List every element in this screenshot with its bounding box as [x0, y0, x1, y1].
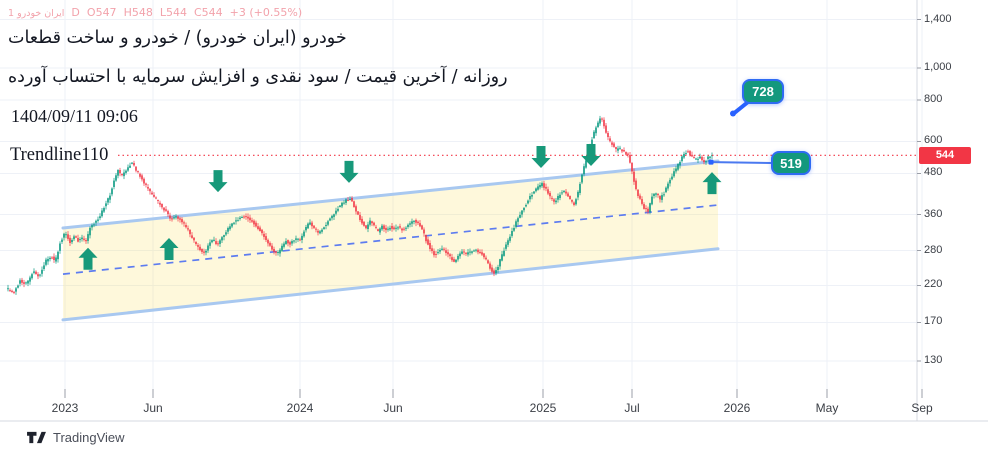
arrow-markers-layer[interactable] [78, 144, 722, 270]
high-value: H548 [123, 6, 153, 19]
down-arrow-marker[interactable] [339, 160, 359, 183]
price-axis-label: 170 [924, 315, 943, 328]
callout-connectors [708, 100, 772, 165]
price-note-519-label: 519 [780, 155, 802, 171]
brand-name: TradingView [53, 430, 125, 445]
price-note-728[interactable]: 728 [742, 79, 784, 104]
tradingview-watermark[interactable]: TradingView [26, 429, 125, 446]
callout-anchor-handle [708, 159, 714, 165]
axes-borders [0, 0, 988, 422]
time-axis-label: May [815, 401, 839, 415]
down-arrow-marker[interactable] [208, 170, 228, 193]
change-value: +3 (+0.55%) [229, 6, 303, 19]
time-axis-label: Jun [383, 401, 403, 415]
down-arrow-marker[interactable] [581, 144, 601, 166]
channel-lower-line [61, 247, 720, 322]
symbol-title: خودرو (ایران خودرو) / خودرو و ساخت قطعات [8, 28, 347, 48]
up-arrow-marker[interactable] [702, 172, 722, 195]
time-axis-label: 2025 [529, 401, 557, 415]
price-axis-label: 600 [924, 134, 943, 147]
trendline-label[interactable]: Trendline110 [10, 145, 109, 165]
interval-letter: D [71, 6, 80, 19]
channel-mid-line [62, 204, 719, 275]
ohlc-legend-row[interactable]: ایران خودرو 1 D O547 H548 L544 C544 +3 (… [8, 6, 302, 19]
up-arrow-marker[interactable] [159, 238, 179, 260]
time-axis-label: 2026 [723, 401, 751, 415]
price-axis-label: 280 [924, 243, 943, 256]
datetime-label: 1404/09/11 09:06 [11, 106, 138, 126]
chart-legend: ایران خودرو 1 D O547 H548 L544 C544 +3 (… [8, 6, 508, 165]
price-axis-label: 800 [924, 92, 943, 105]
price-axis-label: 480 [924, 166, 943, 179]
channel-fill [63, 161, 718, 320]
time-axis-label: Jul [624, 401, 640, 415]
price-axis-label: 1,000 [924, 60, 952, 73]
time-axis-label: Sep [911, 401, 933, 415]
symbol-name[interactable]: ایران خودرو 1 [8, 8, 65, 19]
low-value: L544 [159, 6, 187, 19]
series-description: روزانه / آخرین قیمت / سود نقدی و افزایش … [8, 67, 508, 87]
price-note-519[interactable]: 519 [771, 151, 811, 175]
price-axis-label: 360 [924, 207, 943, 220]
parallel-channel-drawing[interactable] [61, 159, 720, 322]
price-axis-label: 1,400 [924, 12, 952, 25]
last-price-value: 544 [935, 149, 955, 162]
open-value: O547 [86, 6, 117, 19]
price-axis-label: 220 [924, 278, 943, 291]
callout-anchor-dot [730, 110, 736, 117]
price-note-728-label: 728 [752, 84, 774, 99]
grid-layer [0, 0, 923, 393]
time-axis-label: Jun [143, 401, 163, 415]
price-axis-label: 130 [924, 353, 943, 366]
down-arrow-marker[interactable] [531, 146, 551, 168]
time-axis-label: 2024 [286, 401, 314, 415]
candlestick-series [7, 115, 713, 295]
last-price-badge: 544 [919, 146, 971, 164]
up-arrow-marker[interactable] [78, 247, 98, 270]
close-value: C544 [193, 6, 223, 19]
tradingview-logo-icon [27, 431, 46, 444]
time-axis-label: 2023 [51, 401, 79, 415]
